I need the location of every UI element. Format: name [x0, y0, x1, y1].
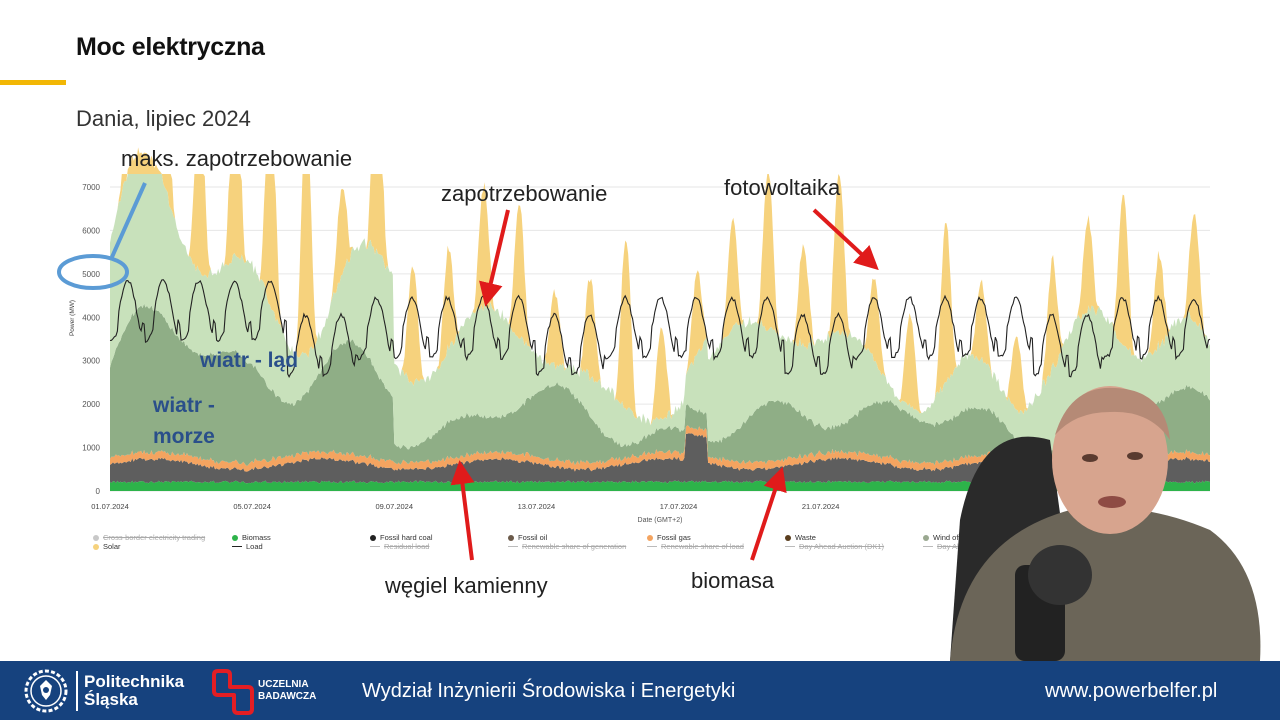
- slide-subtitle: Dania, lipiec 2024: [76, 106, 251, 131]
- legend-swatch: [370, 534, 376, 541]
- y-tick-label: 5000: [82, 270, 100, 279]
- legend-label: Fossil oil: [518, 533, 548, 542]
- legend-swatch: [647, 545, 657, 548]
- legend-label: Wind offsh: [933, 533, 969, 542]
- annotation-wind-sea-line1: wiatr -: [153, 394, 215, 417]
- area-wind-offshore: [110, 303, 1210, 466]
- legend-swatch: [923, 545, 933, 548]
- faculty-name: Wydział Inżynierii Środowiska i Energety…: [362, 680, 736, 702]
- research-text-line2: BADAWCZA: [258, 691, 317, 702]
- x-tick-label: 01.07.2024: [91, 502, 129, 511]
- footer-bar: Politechnika Śląska UCZELNIA BADAWCZA Wy…: [0, 661, 1280, 720]
- max-demand-circle: [57, 254, 129, 290]
- legend-item-waste[interactable]: Waste: [785, 533, 816, 542]
- legend-label: Day Ahe: [937, 542, 966, 551]
- legend-label: Renewable share of load: [661, 542, 744, 551]
- legend-label: Residual load: [384, 542, 430, 551]
- legend-swatch: [785, 545, 795, 548]
- legend-swatch: [93, 543, 99, 550]
- x-tick-label: 09.07.2024: [375, 502, 413, 511]
- legend-item-fossil-gas[interactable]: Fossil gas: [647, 533, 691, 542]
- arrow-hard-coal: [450, 460, 475, 561]
- area-solar: [110, 147, 1210, 426]
- legend-swatch: [370, 545, 380, 548]
- y-axis-label: Power (MW): [69, 300, 76, 336]
- legend-swatch: [785, 534, 791, 541]
- annotation-demand: zapotrzebowanie: [441, 181, 608, 206]
- x-tick-label: 17.07.2024: [660, 502, 698, 511]
- legend-item-fossil-hard-coal[interactable]: Fossil hard coal: [370, 533, 433, 542]
- y-tick-label: 7000: [82, 183, 100, 192]
- arrow-solar: [812, 208, 879, 271]
- area-fossil-hard-coal: [110, 433, 1210, 484]
- y-tick-label: 3000: [82, 357, 100, 366]
- annotation-wind-sea-line2: morze: [153, 425, 215, 448]
- legend-item-renewable-share-of-generation[interactable]: Renewable share of generation: [508, 542, 626, 551]
- line-load: [109, 279, 1211, 379]
- research-university-logo-icon: [212, 669, 254, 715]
- max-demand-pointer: [110, 182, 147, 258]
- legend-item-renewable-share-of-load[interactable]: Renewable share of load: [647, 542, 744, 551]
- x-tick-label: 13.07.2024: [518, 502, 556, 511]
- legend-swatch: [647, 534, 653, 541]
- legend-label: Day Ahead Auction (DK1): [799, 542, 885, 551]
- y-tick-label: 1000: [82, 444, 100, 453]
- website-link[interactable]: www.powerbelfer.pl: [1045, 680, 1218, 702]
- legend-label: Biomass: [242, 533, 271, 542]
- legend-item-day-ahead-auction-dk1-[interactable]: Day Ahead Auction (DK1): [785, 542, 884, 551]
- x-tick-label: 21.07.2024: [802, 502, 840, 511]
- annotation-biomass: biomasa: [691, 568, 775, 593]
- legend-item-cross-border-electricity-trading[interactable]: Cross-border electricity trading: [93, 533, 205, 542]
- legend-label: Waste: [795, 533, 816, 542]
- legend-item-fossil-oil[interactable]: Fossil oil: [508, 533, 547, 542]
- slide-title: Moc elektryczna: [76, 33, 265, 61]
- legend-label: Cross-border electricity trading: [103, 533, 206, 542]
- legend-swatch: [232, 545, 242, 548]
- annotation-solar: fotowoltaika: [724, 175, 841, 200]
- legend-label: Solar: [103, 542, 121, 551]
- x-axis-label: Date (GMT+2): [638, 517, 683, 524]
- legend-swatch: [923, 534, 929, 541]
- presenter-video: [920, 380, 1280, 661]
- research-text-line1: UCZELNIA: [258, 679, 309, 690]
- area-wind-onshore: [110, 174, 1210, 455]
- legend-label: Renewable share of generation: [522, 542, 627, 551]
- x-tick-label: 05.07.2024: [233, 502, 271, 511]
- legend-item-solar[interactable]: Solar: [93, 542, 121, 551]
- research-university-text: UCZELNIA BADAWCZA: [258, 679, 316, 703]
- legend-label: Fossil gas: [657, 533, 691, 542]
- legend-swatch: [93, 534, 99, 541]
- annotation-hard-coal: węgiel kamienny: [385, 573, 548, 598]
- area-biomass: [110, 480, 1210, 491]
- university-name-line2: Śląska: [84, 690, 138, 709]
- university-name-line1: Politechnika: [84, 672, 185, 691]
- y-tick-label: 2000: [82, 400, 100, 409]
- y-tick-label: 0: [96, 487, 101, 496]
- arrow-biomass: [750, 466, 787, 561]
- university-name: Politechnika Śląska: [84, 673, 184, 709]
- logo-divider: [76, 671, 78, 711]
- accent-bar: [0, 80, 66, 85]
- legend-swatch: [508, 534, 514, 541]
- legend-item-wind-offsh[interactable]: Wind offsh: [923, 533, 968, 542]
- legend-swatch: [508, 545, 518, 548]
- y-tick-label: 4000: [82, 313, 100, 322]
- university-crest-icon: [24, 669, 68, 713]
- legend-item-biomass[interactable]: Biomass: [232, 533, 271, 542]
- legend-item-day-ahe[interactable]: Day Ahe: [923, 542, 965, 551]
- annotation-wind-land: wiatr - ląd: [200, 349, 299, 372]
- arrow-demand: [479, 209, 510, 307]
- legend-swatch: [232, 534, 238, 541]
- legend-label: Fossil hard coal: [380, 533, 433, 542]
- y-tick-label: 6000: [82, 226, 100, 235]
- legend-item-residual-load[interactable]: Residual load: [370, 542, 429, 551]
- annotation-max-demand: maks. zapotrzebowanie: [121, 146, 353, 171]
- legend-label: Load: [246, 542, 263, 551]
- legend-item-load[interactable]: Load: [232, 542, 263, 551]
